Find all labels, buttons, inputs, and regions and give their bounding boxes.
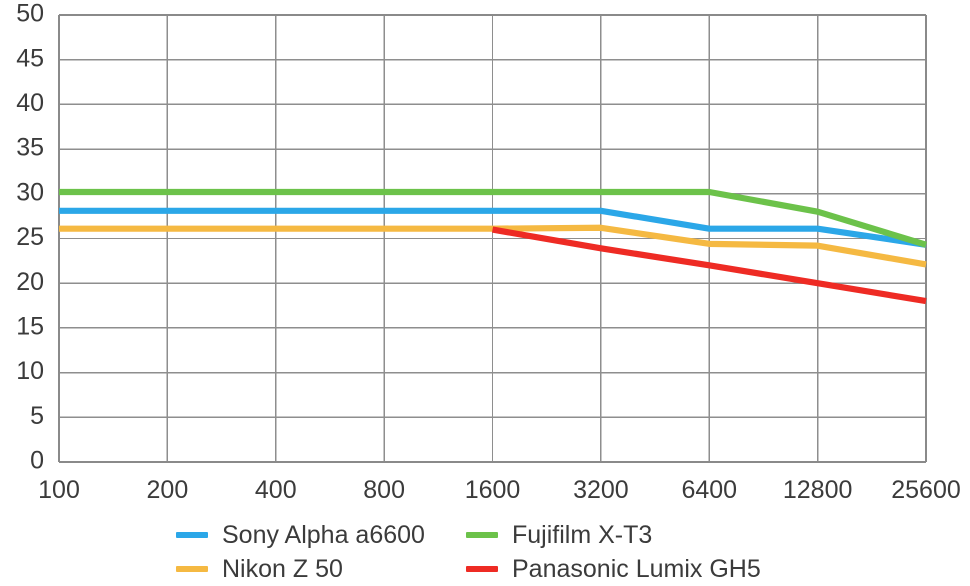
gridlines-group: [58, 14, 927, 463]
legend-swatch-icon-nikon-z-50: [176, 566, 208, 572]
x-tick-label: 25600: [891, 476, 961, 504]
y-tick-label: 50: [16, 0, 44, 28]
series-line-nikon-z-50: [59, 224, 927, 268]
y-tick-label: 25: [16, 223, 44, 251]
legend-item-panasonic-lumix-gh5[interactable]: Panasonic Lumix GH5: [466, 552, 761, 586]
legend-swatch-icon-panasonic-lumix-gh5: [466, 566, 498, 572]
y-tick-label: 45: [16, 44, 44, 72]
series-line-panasonic-lumix-gh5: [491, 226, 927, 305]
x-tick-label: 400: [255, 476, 297, 504]
y-tick-label: 0: [30, 447, 44, 475]
axes-group: [58, 14, 927, 463]
legend-grid: Sony Alpha a6600 Fujifilm X-T3 Nikon Z 5…: [176, 518, 761, 586]
line-chart-svg: 0 5 10 15 20 25 30 35 40 45 50 100 200 400 800 1600 320…: [16, 0, 961, 504]
y-tick-label: 20: [16, 268, 44, 296]
y-tick-label: 40: [16, 89, 44, 117]
x-tick-label: 12800: [783, 476, 853, 504]
chart-legend: Sony Alpha a6600 Fujifilm X-T3 Nikon Z 5…: [0, 512, 970, 584]
x-tick-label: 1600: [465, 476, 521, 504]
y-tick-label: 15: [16, 313, 44, 341]
y-axis-tick-labels: 0 5 10 15 20 25 30 35 40 45 50: [16, 0, 44, 475]
x-tick-label: 200: [147, 476, 189, 504]
legend-swatch-icon-sony-alpha-a6600: [176, 532, 208, 538]
legend-item-fujifilm-x-t3[interactable]: Fujifilm X-T3: [466, 518, 761, 552]
x-tick-label: 6400: [681, 476, 737, 504]
series-line-sony-alpha-a6600: [59, 207, 927, 248]
series-lines-group: [59, 188, 927, 305]
series-line-fujifilm-x-t3: [59, 188, 927, 248]
legend-label-panasonic-lumix-gh5: Panasonic Lumix GH5: [512, 554, 761, 583]
legend-swatch-icon-fujifilm-x-t3: [466, 532, 498, 538]
legend-label-nikon-z-50: Nikon Z 50: [222, 554, 343, 583]
y-tick-label: 10: [16, 357, 44, 385]
y-tick-label: 5: [30, 402, 44, 430]
x-tick-label: 800: [363, 476, 405, 504]
legend-item-sony-alpha-a6600[interactable]: Sony Alpha a6600: [176, 518, 466, 552]
chart-plot-area: 0 5 10 15 20 25 30 35 40 45 50 100 200 400 800 1600 320…: [16, 0, 961, 504]
x-axis-tick-labels: 100 200 400 800 1600 3200 6400 12800 25600: [38, 476, 961, 504]
y-tick-label: 35: [16, 134, 44, 162]
x-tick-label: 3200: [573, 476, 629, 504]
legend-label-fujifilm-x-t3: Fujifilm X-T3: [512, 520, 653, 549]
x-tick-label: 100: [38, 476, 80, 504]
legend-item-nikon-z-50[interactable]: Nikon Z 50: [176, 552, 466, 586]
y-tick-label: 30: [16, 178, 44, 206]
legend-label-sony-alpha-a6600: Sony Alpha a6600: [222, 520, 425, 549]
